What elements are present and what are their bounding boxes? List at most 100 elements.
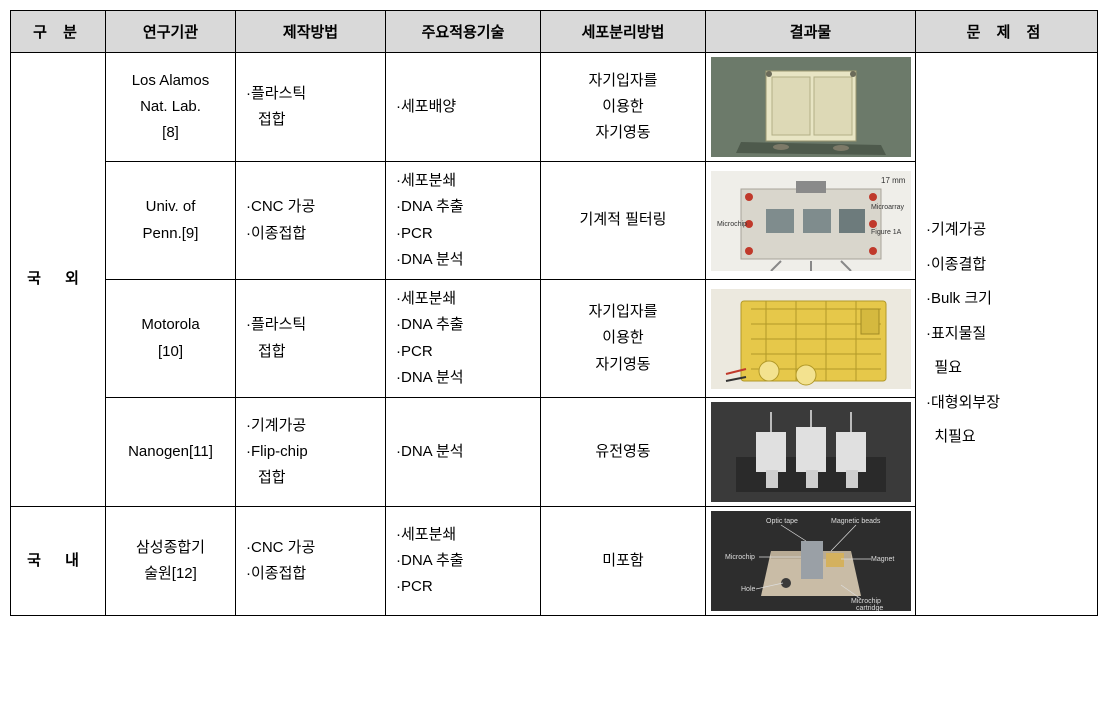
dim-label: 17 mm — [881, 176, 906, 185]
header-institution: 연구기관 — [106, 11, 236, 53]
text: ·Bulk 크기 — [926, 290, 992, 307]
text: ·이종결합 — [926, 256, 986, 273]
text: Univ. of — [146, 198, 196, 215]
svg-text:Microchip: Microchip — [725, 554, 755, 561]
cell-separation-cell: 자기입자를 이용한 자기영동 — [541, 280, 706, 398]
category-domestic: 국 내 — [11, 507, 106, 616]
svg-text:Microchip: Microchip — [851, 598, 881, 605]
result-thumbnail-motorola — [710, 289, 911, 389]
text: Penn.[9] — [143, 225, 199, 242]
text: 자기입자를 — [588, 303, 657, 320]
text: ·CNC 가공 — [246, 539, 315, 556]
text: Motorola — [141, 316, 199, 333]
institution-cell: Univ. of Penn.[9] — [106, 162, 236, 280]
result-thumbnail-nanogen — [710, 402, 911, 502]
text: 필요 — [926, 359, 962, 376]
svg-text:Microarray: Microarray — [871, 204, 905, 211]
research-comparison-table: 구 분 연구기관 제작방법 주요적용기술 세포분리방법 결과물 문 제 점 국 … — [10, 10, 1098, 616]
tech-cell: ·세포분쇄 ·DNA 추출 ·PCR ·DNA 분석 — [386, 280, 541, 398]
tech-cell: ·DNA 분석 — [386, 398, 541, 507]
text: Nat. Lab. — [140, 98, 201, 115]
text: 접합 — [246, 343, 286, 360]
text: 자기영동 — [595, 124, 650, 141]
result-thumbnail-samsung: Optic tape Magnetic beads Microchip Magn… — [710, 511, 911, 611]
text: ·PCR — [396, 343, 433, 360]
institution-cell: Motorola [10] — [106, 280, 236, 398]
svg-text:Magnetic beads: Magnetic beads — [831, 518, 881, 525]
text: ·DNA 추출 — [396, 198, 464, 215]
table-row: 국 외 Los Alamos Nat. Lab. [8] ·플라스틱 접합 ·세… — [11, 53, 1098, 162]
result-thumbnail-los-alamos — [710, 57, 911, 157]
text: ·Flip-chip — [246, 443, 308, 460]
text: 미포함 — [602, 552, 643, 569]
text: ·플라스틱 — [246, 85, 306, 102]
text: ·이종접합 — [246, 565, 306, 582]
text: 이용한 — [602, 329, 643, 346]
table-header-row: 구 분 연구기관 제작방법 주요적용기술 세포분리방법 결과물 문 제 점 — [11, 11, 1098, 53]
text: ·세포배양 — [396, 98, 456, 115]
text: ·DNA 분석 — [396, 369, 464, 386]
text: 이용한 — [602, 98, 643, 115]
text: ·세포분쇄 — [396, 290, 456, 307]
method-cell: ·플라스틱 접합 — [236, 53, 386, 162]
svg-text:cartridge: cartridge — [856, 605, 883, 611]
result-image-cell: Optic tape Magnetic beads Microchip Magn… — [706, 507, 916, 616]
result-image-cell: 17 mm Microchip Microarray Figure 1A — [706, 162, 916, 280]
header-cell-separation: 세포분리방법 — [541, 11, 706, 53]
text: 유전영동 — [595, 443, 650, 460]
svg-text:Microchip: Microchip — [717, 221, 747, 228]
text: ·CNC 가공 — [246, 198, 315, 215]
text: Los Alamos — [132, 72, 210, 89]
header-tech: 주요적용기술 — [386, 11, 541, 53]
cell-separation-cell: 자기입자를 이용한 자기영동 — [541, 53, 706, 162]
text: ·PCR — [396, 225, 433, 242]
svg-text:Magnet: Magnet — [871, 556, 894, 563]
text: ·DNA 추출 — [396, 552, 464, 569]
institution-cell: Los Alamos Nat. Lab. [8] — [106, 53, 236, 162]
header-category: 구 분 — [11, 11, 106, 53]
text: ·DNA 추출 — [396, 316, 464, 333]
cell-separation-cell: 미포함 — [541, 507, 706, 616]
text: ·표지물질 — [926, 325, 986, 342]
text: ·기계가공 — [926, 221, 986, 238]
header-method: 제작방법 — [236, 11, 386, 53]
text: ·PCR — [396, 578, 433, 595]
svg-text:Optic tape: Optic tape — [766, 518, 798, 525]
text: ·대형외부장 — [926, 394, 1000, 411]
text: 삼성종합기 — [136, 539, 205, 556]
institution-cell: 삼성종합기 술원[12] — [106, 507, 236, 616]
text: 접합 — [246, 469, 286, 486]
tech-cell: ·세포배양 — [386, 53, 541, 162]
result-image-cell — [706, 280, 916, 398]
text: 술원[12] — [144, 565, 197, 582]
tech-cell: ·세포분쇄 ·DNA 추출 ·PCR ·DNA 분석 — [386, 162, 541, 280]
text: 기계적 필터링 — [580, 211, 667, 228]
category-international: 국 외 — [11, 53, 106, 507]
institution-cell: Nanogen[11] — [106, 398, 236, 507]
method-cell: ·기계가공 ·Flip-chip 접합 — [236, 398, 386, 507]
text: 자기입자를 — [588, 72, 657, 89]
header-issues: 문 제 점 — [916, 11, 1098, 53]
result-image-cell — [706, 398, 916, 507]
text: ·이종접합 — [246, 225, 306, 242]
tech-cell: ·세포분쇄 ·DNA 추출 ·PCR — [386, 507, 541, 616]
text: [10] — [158, 343, 183, 360]
header-result: 결과물 — [706, 11, 916, 53]
svg-text:Hole: Hole — [741, 586, 756, 593]
svg-text:Figure 1A: Figure 1A — [871, 229, 902, 236]
cell-separation-cell: 기계적 필터링 — [541, 162, 706, 280]
text: ·플라스틱 — [246, 316, 306, 333]
text: [8] — [162, 124, 179, 141]
text: ·기계가공 — [246, 417, 306, 434]
method-cell: ·CNC 가공 ·이종접합 — [236, 162, 386, 280]
text: 치필요 — [926, 428, 976, 445]
text: Nanogen[11] — [128, 443, 213, 460]
text: ·세포분쇄 — [396, 526, 456, 543]
text: ·DNA 분석 — [396, 251, 464, 268]
cell-separation-cell: 유전영동 — [541, 398, 706, 507]
issues-cell: ·기계가공 ·이종결합 ·Bulk 크기 ·표지물질 필요 ·대형외부장 치필요 — [916, 53, 1098, 616]
result-thumbnail-upenn: 17 mm Microchip Microarray Figure 1A — [710, 171, 911, 271]
text: ·세포분쇄 — [396, 172, 456, 189]
text: 접합 — [246, 111, 286, 128]
method-cell: ·플라스틱 접합 — [236, 280, 386, 398]
